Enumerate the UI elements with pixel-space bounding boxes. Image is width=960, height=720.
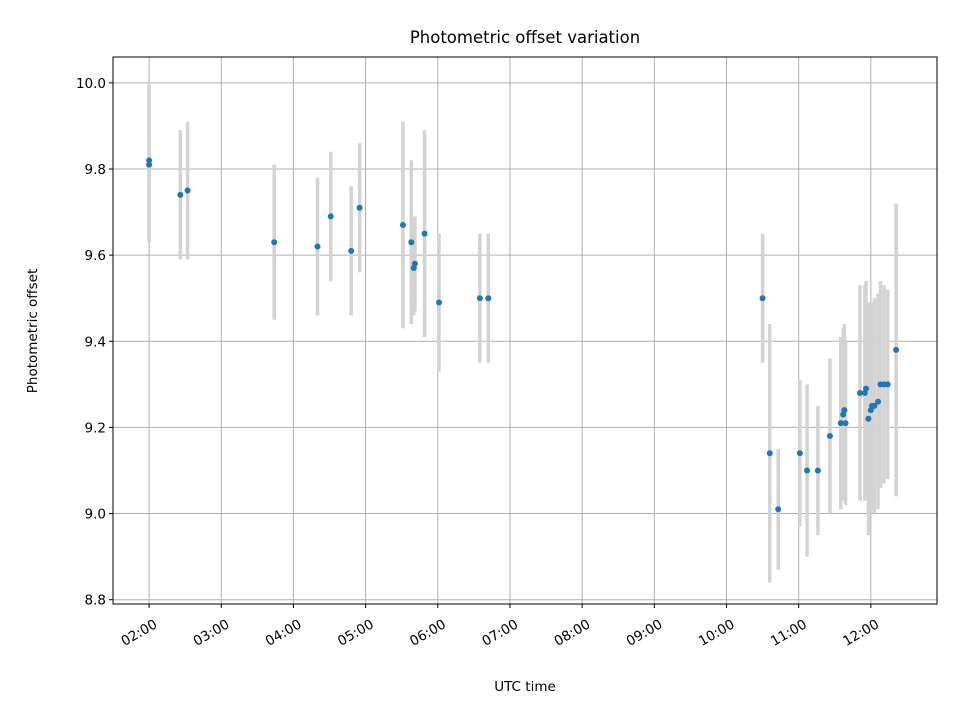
data-point-16 <box>485 295 492 302</box>
x-tick-label-3: 05:00 <box>335 616 377 649</box>
data-point-30 <box>863 385 870 392</box>
data-point-12 <box>411 260 418 267</box>
data-point-31 <box>865 415 872 422</box>
y-tick-label-5: 9.8 <box>85 162 106 178</box>
chart-title: Photometric offset variation <box>410 28 640 47</box>
data-point-9 <box>399 221 406 228</box>
x-axis-ticks: 02:00 03:00 04:00 05:00 06:00 07:00 08:00 09:00… <box>118 604 882 650</box>
y-tick-label-1: 9.0 <box>85 507 106 523</box>
data-point-26 <box>841 407 848 414</box>
data-point-2 <box>177 191 184 198</box>
data-point-27 <box>842 420 849 427</box>
grid-lines <box>113 57 937 604</box>
data-point-34 <box>871 402 878 409</box>
data-point-19 <box>775 506 782 513</box>
error-bars <box>147 82 898 583</box>
data-point-3 <box>184 187 191 194</box>
data-point-24 <box>837 420 844 427</box>
x-axis-label: UTC time <box>494 679 556 695</box>
x-tick-label-7: 09:00 <box>624 616 666 649</box>
plot-frame <box>112 56 938 605</box>
data-point-28 <box>857 389 864 396</box>
x-tick-label-6: 08:00 <box>552 616 594 649</box>
y-axis-label: Photometric offset <box>25 269 41 393</box>
data-point-13 <box>421 230 428 237</box>
x-tick-label-0: 02:00 <box>118 616 160 649</box>
x-tick-label-2: 04:00 <box>263 616 305 649</box>
data-point-0 <box>146 157 153 164</box>
y-tick-label-6: 10.0 <box>76 76 106 92</box>
data-point-5 <box>314 243 321 250</box>
data-point-39 <box>893 346 900 353</box>
y-tick-label-0: 8.8 <box>85 593 106 609</box>
y-tick-label-4: 9.6 <box>85 248 106 264</box>
data-point-22 <box>814 467 821 474</box>
x-tick-label-9: 11:00 <box>768 616 810 649</box>
data-points <box>146 157 900 513</box>
data-point-10 <box>408 239 415 246</box>
x-tick-label-8: 10:00 <box>696 616 738 649</box>
data-point-17 <box>759 295 766 302</box>
y-tick-label-2: 9.2 <box>85 420 106 436</box>
x-tick-label-5: 07:00 <box>479 616 521 649</box>
x-tick-label-4: 06:00 <box>407 616 449 649</box>
data-point-4 <box>271 239 278 246</box>
data-point-38 <box>884 381 891 388</box>
data-point-7 <box>348 247 355 254</box>
x-tick-label-10: 12:00 <box>840 616 882 649</box>
data-point-21 <box>804 467 811 474</box>
data-point-35 <box>875 398 882 405</box>
data-point-15 <box>476 295 483 302</box>
x-tick-label-1: 03:00 <box>191 616 233 649</box>
data-point-20 <box>796 450 803 457</box>
data-point-8 <box>356 204 363 211</box>
data-point-1 <box>146 161 153 168</box>
y-tick-label-3: 9.4 <box>85 334 106 350</box>
data-point-14 <box>435 299 442 306</box>
data-point-23 <box>826 433 833 440</box>
data-point-6 <box>327 213 334 220</box>
data-point-18 <box>766 450 773 457</box>
y-axis-ticks: 8.8 9.0 9.2 9.4 9.6 9.8 10.0 <box>76 76 113 609</box>
